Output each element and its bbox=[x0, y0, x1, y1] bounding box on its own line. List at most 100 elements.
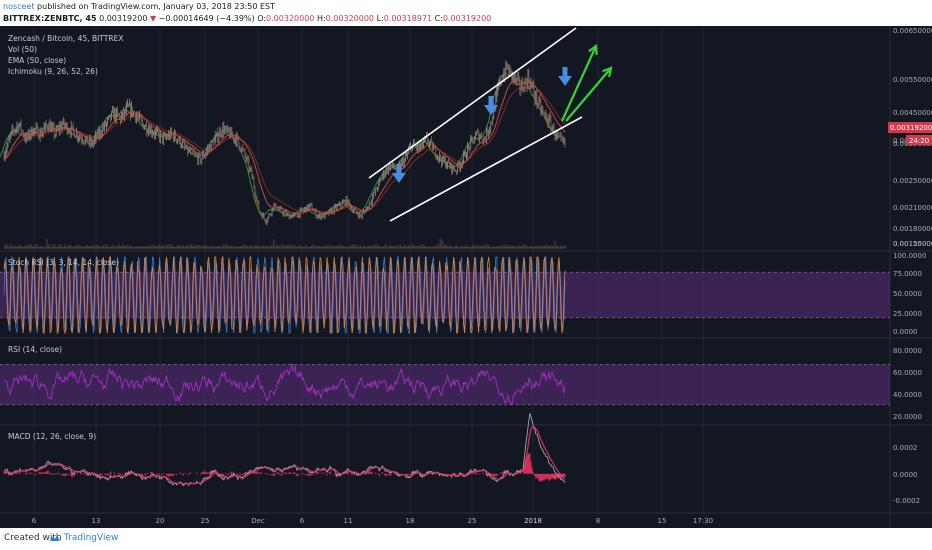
macd-axis-label: 0.0000 bbox=[893, 471, 918, 479]
volume-bar bbox=[116, 245, 118, 248]
volume-bar bbox=[315, 246, 317, 248]
volume-bar bbox=[471, 244, 474, 248]
macd-axis-label: 0.0002 bbox=[893, 444, 918, 452]
volume-bar bbox=[268, 246, 271, 248]
volume-bar bbox=[254, 244, 257, 248]
volume-bar bbox=[327, 244, 329, 248]
volume-bar bbox=[108, 246, 110, 248]
rsi-line bbox=[3, 363, 566, 406]
volume-bar bbox=[309, 246, 311, 248]
volume-bar bbox=[319, 245, 321, 248]
author-link[interactable]: nosceet bbox=[3, 2, 35, 11]
volume-bar bbox=[399, 244, 401, 248]
volume-bar bbox=[70, 245, 72, 248]
volume-bar bbox=[347, 246, 349, 248]
volume-bar bbox=[355, 244, 357, 248]
volume-bar bbox=[475, 244, 478, 248]
volume-bar bbox=[252, 246, 255, 248]
chart-svg[interactable]: 0.006500000.005500000.004500000.00350000… bbox=[0, 26, 932, 528]
macd-signal-line bbox=[3, 425, 566, 485]
volume-bar bbox=[419, 244, 421, 248]
volume-bar bbox=[4, 244, 6, 248]
volume-bar bbox=[335, 245, 337, 248]
volume-bar bbox=[148, 244, 150, 248]
volume-bar bbox=[353, 244, 355, 248]
price-axis-label: 0.0027 bbox=[893, 137, 918, 145]
volume-bar bbox=[32, 246, 34, 248]
volume-bar bbox=[389, 245, 391, 248]
volume-bar bbox=[425, 246, 427, 248]
volume-bar bbox=[22, 246, 24, 248]
volume-bar bbox=[537, 245, 540, 248]
macd-legend: MACD (12, 26, close, 9) bbox=[8, 432, 96, 441]
created-with-text: Created with bbox=[4, 533, 62, 543]
blue-arrow-head bbox=[392, 173, 406, 183]
tradingview-brand-link[interactable]: TradingView bbox=[64, 533, 119, 543]
volume-bar bbox=[463, 246, 466, 248]
volume-bar bbox=[507, 246, 510, 248]
tradingview-logo-icon bbox=[50, 535, 60, 541]
time-axis-label: 6 bbox=[32, 517, 37, 525]
volume-bar bbox=[84, 246, 86, 248]
volume-bar bbox=[68, 245, 70, 248]
volume-bar bbox=[66, 246, 68, 248]
volume-bar bbox=[224, 244, 227, 248]
time-axis-label: 25 bbox=[468, 517, 477, 525]
volume-bar bbox=[531, 246, 534, 248]
price-axis-label: 0.00550000 bbox=[893, 76, 932, 84]
symbol-label: BITTREX:ZENBTC, 45 bbox=[3, 14, 97, 23]
volume-bar bbox=[277, 244, 279, 248]
volume-bar bbox=[118, 244, 120, 248]
last-price-badge bbox=[888, 122, 932, 133]
last-price-badge-text: 0.00319200 bbox=[890, 124, 932, 132]
ohlc-line: BITTREX:ZENBTC, 45 0.00319200 ▼ −0.00014… bbox=[3, 13, 491, 25]
price-legend-item: Zencash / Bitcoin, 45, BITTREX bbox=[8, 34, 123, 43]
volume-bar bbox=[64, 244, 66, 248]
volume-bar bbox=[521, 244, 524, 248]
volume-bar bbox=[547, 246, 550, 248]
volume-bar bbox=[279, 246, 281, 248]
volume-bar bbox=[40, 245, 42, 248]
volume-bar bbox=[156, 245, 158, 248]
volume-bar bbox=[130, 245, 132, 248]
volume-bar bbox=[403, 244, 405, 248]
volume-bar bbox=[58, 244, 60, 248]
volume-bar bbox=[60, 244, 62, 248]
volume-bar bbox=[178, 244, 181, 248]
volume-bar bbox=[501, 244, 504, 248]
volume-bar bbox=[552, 245, 554, 248]
volume-bar bbox=[182, 245, 185, 248]
stoch-axis-label: 75.0000 bbox=[893, 270, 922, 278]
volume-bar bbox=[152, 244, 154, 248]
volume-bar bbox=[560, 245, 562, 248]
volume-bar bbox=[423, 245, 425, 248]
volume-bar bbox=[52, 244, 54, 248]
time-axis-label: 13 bbox=[92, 517, 101, 525]
volume-bar bbox=[413, 245, 415, 248]
time-axis-label: 11 bbox=[344, 517, 353, 525]
stoch-axis-label: 100.0000 bbox=[893, 252, 926, 260]
volume-bar bbox=[198, 244, 201, 248]
high-value: 0.00320000 bbox=[325, 14, 375, 23]
volume-bar bbox=[8, 246, 10, 248]
time-axis-label: 8 bbox=[596, 517, 600, 525]
volume-bar bbox=[363, 245, 365, 248]
volume-bar bbox=[421, 244, 423, 248]
volume-bar bbox=[297, 246, 299, 248]
volume-bar bbox=[387, 246, 389, 248]
volume-bar bbox=[96, 244, 98, 248]
volume-bar bbox=[503, 245, 506, 248]
volume-bar bbox=[204, 244, 207, 248]
volume-bar bbox=[487, 244, 490, 248]
volume-bar bbox=[186, 244, 189, 248]
high-label: H: bbox=[316, 14, 326, 23]
volume-bar bbox=[515, 246, 518, 248]
volume-bar bbox=[250, 244, 253, 248]
chart-area[interactable]: 0.006500000.005500000.004500000.00350000… bbox=[0, 26, 932, 528]
volume-bar bbox=[558, 246, 560, 248]
volume-bar bbox=[18, 244, 20, 248]
volume-bar bbox=[262, 245, 265, 248]
down-triangle-icon: ▼ bbox=[149, 14, 157, 23]
volume-bar bbox=[435, 245, 437, 248]
blue-down-arrow-icon bbox=[558, 67, 572, 86]
